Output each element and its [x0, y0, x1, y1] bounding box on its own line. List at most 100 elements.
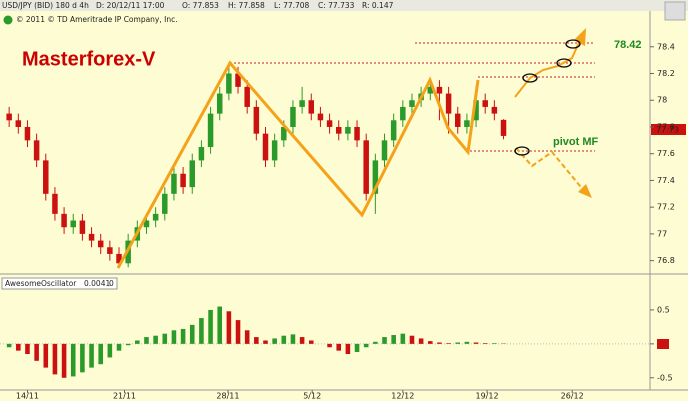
- y-tick-label: -0.5: [657, 373, 673, 382]
- y-tick-label: 77.6: [657, 149, 675, 158]
- candle-body: [400, 106, 406, 121]
- candle-body: [326, 120, 333, 127]
- candle-body: [271, 140, 278, 161]
- candle-body: [464, 120, 470, 127]
- candle-body: [427, 86, 434, 94]
- candle-body: [482, 100, 488, 107]
- x-tick-label: 21/11: [113, 392, 136, 401]
- candle-body: [61, 213, 67, 228]
- last-price-box: [651, 124, 686, 135]
- candle-body: [171, 173, 177, 194]
- candle-body: [226, 73, 232, 94]
- candle-body: [308, 100, 315, 114]
- candle-body: [33, 140, 40, 161]
- candle-body: [253, 106, 260, 134]
- candle-body: [15, 120, 22, 127]
- candle-body: [281, 126, 287, 141]
- brand: Masterforex-V: [22, 48, 156, 70]
- logo: [3, 15, 13, 25]
- marker: [514, 146, 530, 156]
- candle-body: [152, 213, 159, 221]
- projection-down: [515, 147, 586, 193]
- candle-body: [381, 140, 388, 161]
- candle-body: [299, 100, 305, 107]
- candle-body: [88, 233, 95, 241]
- candle-body: [390, 120, 397, 141]
- candle-body: [345, 126, 351, 134]
- arrow-head: [578, 184, 592, 198]
- y-tick-label: 78: [657, 96, 667, 105]
- y-tick-label: 78.4: [657, 42, 675, 51]
- marker: [556, 58, 572, 68]
- candle-body: [216, 93, 223, 114]
- copyright: © 2011 © TD Ameritrade IP Company, Inc.: [16, 15, 178, 24]
- header-open: O: 77.853: [182, 1, 219, 10]
- settings-button[interactable]: [664, 1, 686, 21]
- header-high: H: 77.858: [228, 1, 265, 10]
- candle-body: [354, 126, 360, 141]
- candle-body: [24, 126, 31, 141]
- oscillator-name: AwesomeOscillator: [5, 279, 77, 288]
- header-close: C: 77.733: [318, 1, 355, 10]
- candle-body: [500, 119, 507, 136]
- candle-body: [317, 113, 324, 121]
- candle-body: [107, 247, 113, 254]
- marker: [522, 73, 538, 83]
- candle-body: [207, 113, 214, 148]
- oscillator-zero: 0: [109, 279, 114, 288]
- candle-body: [97, 240, 104, 248]
- arrow-head: [574, 28, 586, 46]
- oscillator-legend-box: [1, 277, 118, 290]
- x-tick-label: 19/12: [476, 392, 499, 401]
- y-tick-label: 77.2: [657, 203, 675, 212]
- levels: [230, 42, 595, 152]
- candle-body: [70, 220, 76, 228]
- zigzag: [116, 60, 480, 269]
- header-low: L: 77.708: [274, 1, 310, 10]
- candle-body: [372, 160, 379, 194]
- header-bar: [0, 0, 688, 11]
- x-tick-label: 26/12: [561, 392, 584, 401]
- candle-body: [262, 133, 269, 161]
- candle-body: [162, 193, 168, 214]
- target-label: 78.42: [614, 39, 642, 51]
- y-tick-label: 76.8: [657, 256, 675, 265]
- candle-body: [198, 147, 205, 161]
- y-tick-label: 78.2: [657, 69, 675, 78]
- candle-body: [79, 220, 86, 234]
- candle-body: [6, 113, 12, 121]
- candle-body: [52, 193, 58, 214]
- candle-body: [491, 106, 498, 114]
- pivot-label: pivot MF: [553, 136, 598, 148]
- x-tick-label: 14/11: [16, 392, 39, 401]
- x-tick-label: 28/11: [216, 392, 239, 401]
- candle-body: [473, 100, 479, 121]
- candle-body: [409, 100, 415, 107]
- header-date: D: 20/12/11 17:00: [96, 1, 165, 10]
- markers: [514, 39, 581, 156]
- candle-body: [189, 160, 195, 188]
- candle-body: [290, 106, 296, 127]
- candle-body: [116, 253, 122, 264]
- candle-body: [455, 113, 461, 127]
- oscillator-value: 0.0041: [84, 279, 110, 288]
- candle-body: [43, 160, 49, 194]
- candle-body: [180, 173, 186, 188]
- y-tick-label: 77.4: [657, 176, 675, 185]
- oscillator-marker: [657, 339, 669, 349]
- candle-body: [445, 93, 452, 114]
- candle-body: [235, 73, 241, 87]
- header-range: R: 0.147: [362, 1, 394, 10]
- y-tick-label: 77.8: [657, 122, 675, 131]
- candle-body: [244, 86, 250, 107]
- candle-body: [335, 126, 342, 134]
- x-tick-label: 12/12: [391, 392, 414, 401]
- marker: [565, 39, 581, 49]
- candle-body: [143, 220, 150, 228]
- x-tick-label: 5/12: [303, 392, 321, 401]
- y-tick-label: 77: [657, 229, 667, 238]
- candle-body: [436, 86, 443, 94]
- header-symbol: USD/JPY (BID) 180 d 4h: [2, 1, 89, 10]
